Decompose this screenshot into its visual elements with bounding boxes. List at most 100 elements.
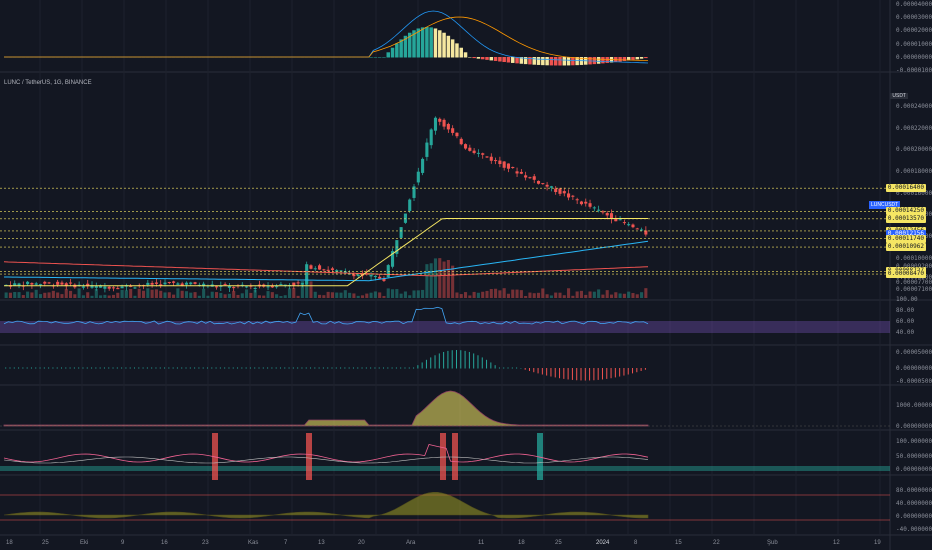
macd-bar: [476, 57, 481, 59]
histogram-bar: [262, 367, 264, 369]
macd-bar: [506, 57, 511, 63]
volume-bar: [459, 294, 463, 298]
macd-bar: [472, 57, 476, 59]
volume-bar: [137, 288, 141, 298]
histogram-bar: [511, 367, 513, 369]
volume-bar: [245, 289, 249, 298]
histogram-bar: [365, 367, 367, 369]
volume-bar: [365, 293, 369, 298]
histogram-bar: [18, 367, 20, 369]
macd-bar: [468, 57, 472, 58]
candle-body: [571, 195, 575, 197]
histogram-bar: [619, 368, 621, 377]
histogram-bar: [314, 367, 316, 369]
volume-bar: [597, 289, 601, 298]
volume-bar: [116, 292, 120, 298]
candle-body: [463, 144, 468, 149]
candle-body: [416, 171, 420, 183]
price-tick-label: 0.00009200: [896, 263, 932, 270]
volume-bar: [592, 291, 596, 298]
histogram-bar: [305, 367, 307, 369]
volume-bar: [545, 294, 549, 298]
candle-body: [167, 282, 171, 284]
candle-body: [403, 213, 407, 223]
candle-body: [391, 251, 395, 267]
candle-body: [425, 142, 429, 157]
candle-body: [326, 269, 330, 271]
histogram-bar: [121, 367, 123, 369]
oscillator-2-signal-bar: [212, 433, 218, 480]
macd-bar: [407, 32, 412, 58]
histogram-bar: [26, 367, 28, 369]
candle-body: [129, 285, 133, 287]
macd-bar: [558, 57, 562, 66]
histogram-bar: [185, 367, 187, 369]
volume-bar: [584, 294, 588, 298]
histogram-bar: [400, 367, 402, 369]
macd-bar: [515, 57, 519, 64]
candle-body: [56, 281, 60, 285]
histogram-bar: [374, 367, 376, 369]
volume-bar: [339, 292, 343, 298]
histogram-bar: [408, 367, 410, 369]
histogram-bar: [563, 368, 565, 379]
histogram-bar: [13, 367, 15, 369]
macd-bar: [459, 47, 463, 58]
candle-body: [270, 285, 274, 288]
histogram-bar: [468, 351, 470, 369]
volume-bar: [515, 289, 519, 298]
volume-bar: [579, 290, 583, 298]
candle-body: [150, 282, 154, 285]
candle-body: [524, 175, 528, 178]
candle-body: [399, 227, 403, 238]
candle-body: [369, 274, 373, 277]
oscillator-2-signal-bar: [537, 433, 543, 480]
candle-body: [300, 283, 304, 285]
macd-line: [4, 10, 649, 64]
price-tag-label: 0.00008470: [885, 270, 926, 279]
candle-body: [309, 265, 313, 269]
candle-body: [575, 199, 579, 201]
volume-bar: [51, 290, 55, 298]
candle-body: [382, 278, 386, 281]
histogram-bar: [215, 367, 217, 369]
volume-bar: [335, 292, 339, 298]
oscillator-3-tick-label: 80.00000000: [896, 487, 932, 494]
candle-body: [506, 163, 511, 169]
candle-body: [481, 153, 485, 155]
macd-bar: [420, 27, 425, 58]
oscillator-2-tick-label: 100.00000000: [896, 438, 932, 445]
candle-body: [47, 282, 51, 284]
candle-body: [17, 283, 21, 286]
rsi-tick-label: 60.00: [896, 318, 915, 325]
histogram-bar: [554, 368, 556, 378]
volume-bar: [86, 292, 90, 298]
volume-bar: [554, 292, 558, 298]
macd-bar: [502, 57, 506, 63]
macd-bar: [403, 35, 408, 58]
histogram-bar: [237, 367, 239, 369]
quote-currency-label[interactable]: USDT: [890, 93, 908, 99]
volume-bar: [240, 293, 244, 298]
oscillator-2-signal-bar: [306, 433, 312, 480]
volume-bar: [249, 292, 253, 298]
macd-bar: [498, 57, 502, 62]
volume-bar: [369, 292, 373, 298]
histogram-bar: [430, 357, 432, 369]
price-tick-label: 0.00018000: [896, 167, 932, 175]
histogram-bar: [116, 367, 118, 369]
price-tag-label: 0.00012156: [885, 230, 926, 239]
candle-body: [421, 158, 425, 173]
volume-bar: [176, 288, 180, 298]
candle-body: [356, 274, 360, 277]
volume-bar: [193, 292, 197, 298]
price-tag-label: 0.00013570: [885, 214, 926, 223]
candle-body: [189, 282, 193, 285]
histogram-bar: [103, 367, 105, 369]
macd-bar: [480, 57, 485, 60]
volume-bar: [562, 295, 566, 298]
volume-bar: [133, 295, 137, 298]
oscillator-1-tick-label: 0.00000000: [896, 423, 932, 430]
volume-bar: [253, 289, 257, 298]
